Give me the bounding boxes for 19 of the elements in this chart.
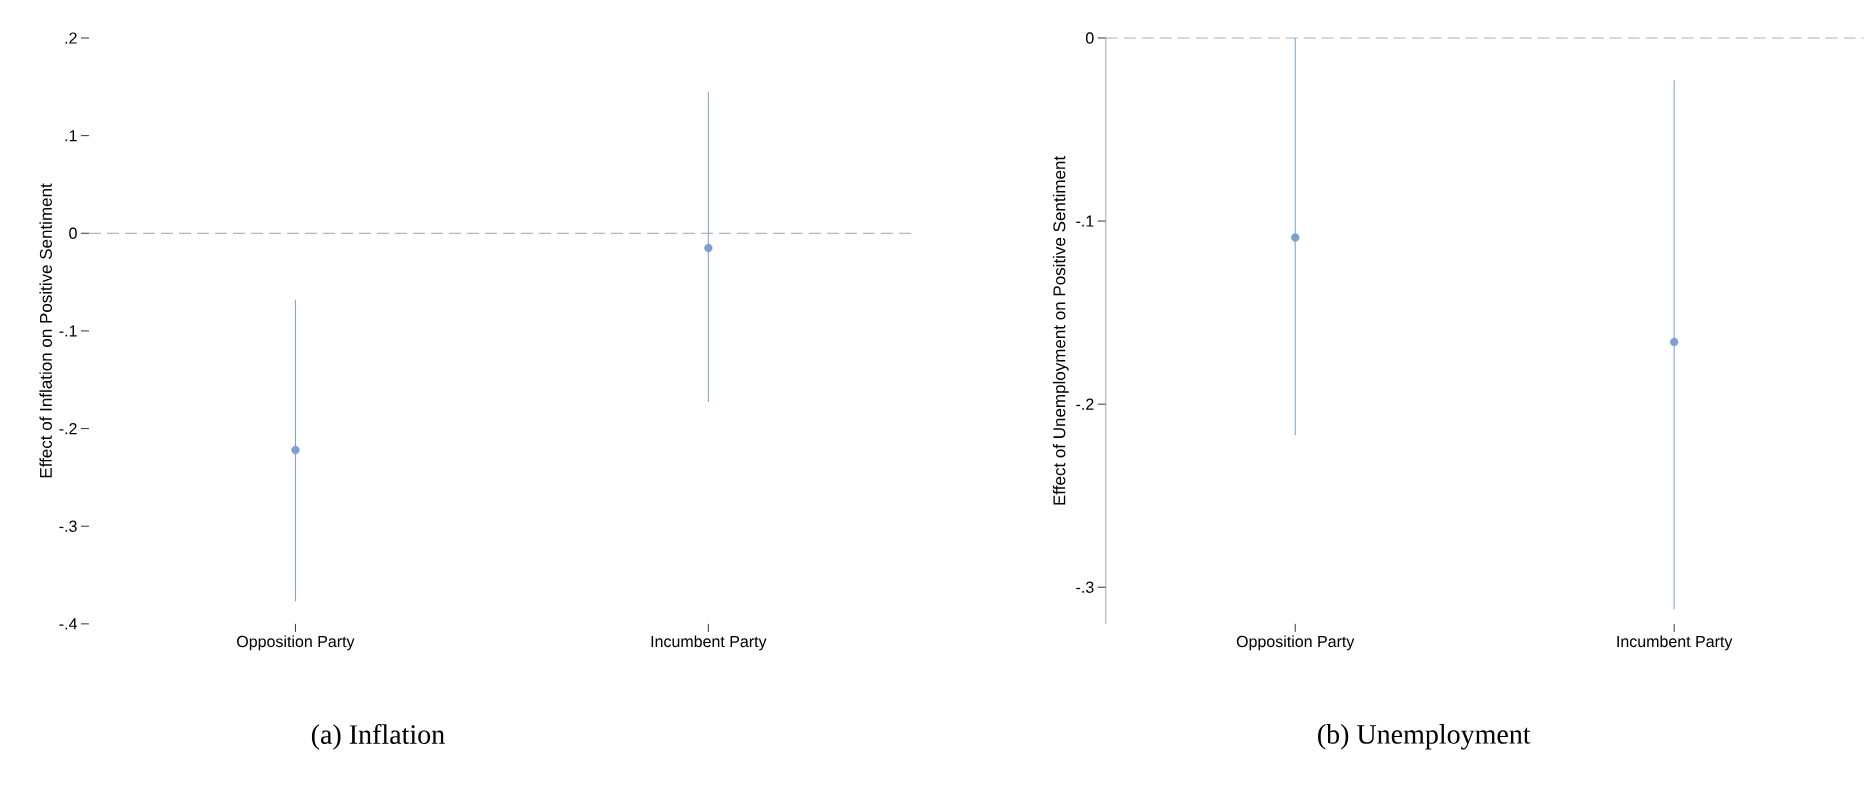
y-tick-label: -.2 <box>1076 398 1094 410</box>
y-tick-label: 0 <box>69 227 77 240</box>
x-tick-label: Incumbent Party <box>651 635 767 651</box>
x-tick-label: Opposition Party <box>1236 635 1355 651</box>
y-tick-label: -.4 <box>59 618 77 630</box>
y-tick-label: 0 <box>1085 32 1094 44</box>
y-tick-label: .1 <box>65 130 77 142</box>
y-axis-title: Effect of Inflation on Positive Sentiment <box>39 183 52 478</box>
y-tick-label: -.2 <box>59 423 77 435</box>
text: (a) Inflation <box>311 724 445 750</box>
y-tick-label: .2 <box>65 32 77 44</box>
y-axis-title: Effect of Unemployment on Positive Sentiment <box>1052 156 1069 505</box>
x-tick-label: Incumbent Party <box>1617 635 1733 651</box>
text: (b) Unemployment <box>1318 724 1531 750</box>
y-tick-label: -.1 <box>1076 215 1094 227</box>
y-tick-label: -.1 <box>59 325 77 337</box>
x-tick-label: Opposition Party <box>237 635 355 651</box>
y-tick-label: -.3 <box>1076 581 1094 593</box>
y-tick-label: -.3 <box>59 520 77 532</box>
